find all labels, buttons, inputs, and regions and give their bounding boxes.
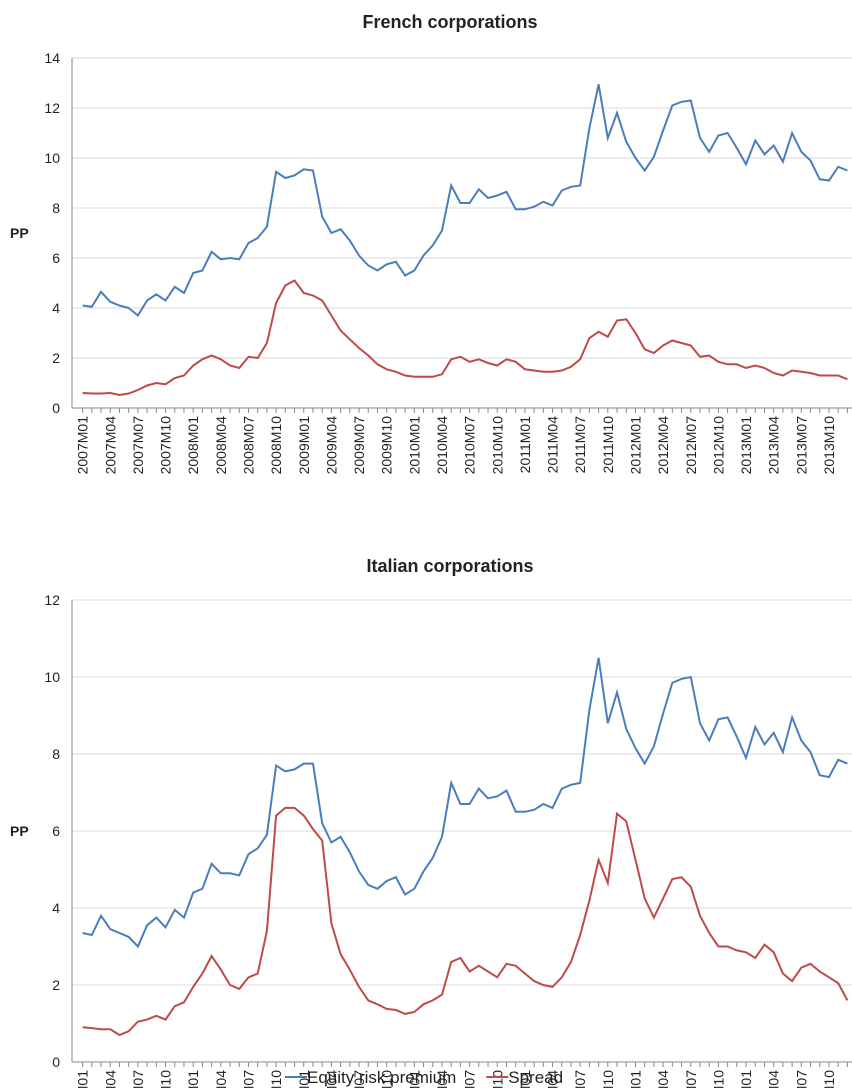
x-tick-label: 2010M07 bbox=[462, 1070, 478, 1088]
x-tick-label: 2011M04 bbox=[545, 1070, 561, 1088]
y-tick-label: 6 bbox=[52, 823, 60, 839]
x-tick-label: 2011M01 bbox=[517, 416, 533, 474]
x-tick-label: 2007M04 bbox=[102, 1070, 118, 1088]
y-tick-label: 12 bbox=[44, 592, 60, 608]
x-tick-label: 2007M10 bbox=[158, 1070, 174, 1088]
y-tick-label: 8 bbox=[52, 746, 60, 762]
x-tick-label: 2013M10 bbox=[821, 416, 837, 475]
legend-label: Equity risk premium bbox=[307, 1068, 456, 1087]
chart-title: Italian corporations bbox=[366, 556, 533, 576]
y-tick-label: 10 bbox=[44, 150, 60, 166]
x-tick-label: 2013M01 bbox=[738, 416, 754, 475]
x-tick-label: 2007M01 bbox=[75, 1070, 91, 1088]
x-tick-label: 2007M01 bbox=[75, 416, 91, 475]
y-tick-label: 0 bbox=[52, 400, 60, 416]
x-tick-label: 2012M01 bbox=[627, 1070, 643, 1088]
y-tick-label: 6 bbox=[52, 250, 60, 266]
chart-title: French corporations bbox=[362, 12, 537, 32]
x-tick-label: 2009M01 bbox=[296, 416, 312, 475]
x-tick-label: 2007M07 bbox=[130, 416, 146, 475]
x-tick-label: 2010M01 bbox=[406, 1070, 422, 1088]
x-tick-label: 2013M01 bbox=[738, 1070, 754, 1088]
x-tick-label: 2010M10 bbox=[489, 1070, 505, 1088]
x-tick-label: 2012M07 bbox=[683, 1070, 699, 1088]
x-tick-label: 2011M01 bbox=[517, 1070, 533, 1088]
y-tick-label: 2 bbox=[52, 350, 60, 366]
x-tick-label: 2007M10 bbox=[158, 416, 174, 475]
y-tick-label: 10 bbox=[44, 669, 60, 685]
x-tick-label: 2008M01 bbox=[185, 1070, 201, 1088]
x-tick-label: 2008M10 bbox=[268, 416, 284, 475]
y-tick-label: 12 bbox=[44, 100, 60, 116]
legend-label: Spread bbox=[508, 1068, 563, 1087]
x-tick-label: 2012M04 bbox=[655, 1070, 671, 1088]
y-tick-label: 14 bbox=[44, 50, 60, 66]
x-tick-label: 2008M04 bbox=[213, 416, 229, 475]
line-series bbox=[82, 279, 848, 397]
x-tick-label: 2010M01 bbox=[406, 416, 422, 475]
x-tick-label: 2008M07 bbox=[240, 416, 256, 475]
line-series bbox=[82, 84, 848, 317]
x-tick-label: 2009M07 bbox=[351, 416, 367, 475]
x-tick-label: 2011M07 bbox=[572, 416, 588, 474]
x-tick-label: 2009M01 bbox=[296, 1070, 312, 1088]
x-tick-label: 2013M07 bbox=[793, 416, 809, 475]
x-tick-label: 2009M10 bbox=[379, 416, 395, 475]
x-tick-label: 2009M04 bbox=[323, 416, 339, 475]
y-axis-label: PP bbox=[10, 823, 29, 839]
y-tick-label: 4 bbox=[52, 900, 60, 916]
x-tick-label: 2009M10 bbox=[379, 1070, 395, 1088]
x-tick-label: 2010M10 bbox=[489, 416, 505, 475]
x-tick-label: 2013M10 bbox=[821, 1070, 837, 1088]
x-tick-label: 2007M07 bbox=[130, 1070, 146, 1088]
y-tick-label: 2 bbox=[52, 977, 60, 993]
x-tick-label: 2013M04 bbox=[766, 1070, 782, 1088]
y-axis-label: PP bbox=[10, 225, 29, 241]
x-tick-label: 2011M10 bbox=[600, 1070, 616, 1088]
y-tick-label: 4 bbox=[52, 300, 60, 316]
y-tick-label: 8 bbox=[52, 200, 60, 216]
x-tick-label: 2009M07 bbox=[351, 1070, 367, 1088]
x-tick-label: 2011M04 bbox=[545, 416, 561, 474]
x-tick-label: 2008M07 bbox=[240, 1070, 256, 1088]
x-tick-label: 2012M07 bbox=[683, 416, 699, 475]
x-tick-label: 2008M04 bbox=[213, 1070, 229, 1088]
line-series bbox=[82, 806, 849, 1037]
x-tick-label: 2010M07 bbox=[462, 416, 478, 475]
x-tick-label: 2013M04 bbox=[766, 416, 782, 475]
x-tick-label: 2010M04 bbox=[434, 416, 450, 475]
x-tick-label: 2013M07 bbox=[793, 1070, 809, 1088]
line-series bbox=[82, 657, 848, 949]
x-tick-label: 2011M07 bbox=[572, 1070, 588, 1088]
x-tick-label: 2008M01 bbox=[185, 416, 201, 475]
x-tick-label: 2012M10 bbox=[710, 416, 726, 475]
x-tick-label: 2011M10 bbox=[600, 416, 616, 474]
x-tick-label: 2012M10 bbox=[710, 1070, 726, 1088]
x-tick-label: 2007M04 bbox=[102, 416, 118, 475]
x-tick-label: 2012M04 bbox=[655, 416, 671, 475]
x-tick-label: 2009M04 bbox=[323, 1070, 339, 1088]
x-tick-label: 2008M10 bbox=[268, 1070, 284, 1088]
x-tick-label: 2010M04 bbox=[434, 1070, 450, 1088]
y-tick-label: 0 bbox=[52, 1054, 60, 1070]
x-tick-label: 2012M01 bbox=[627, 416, 643, 475]
